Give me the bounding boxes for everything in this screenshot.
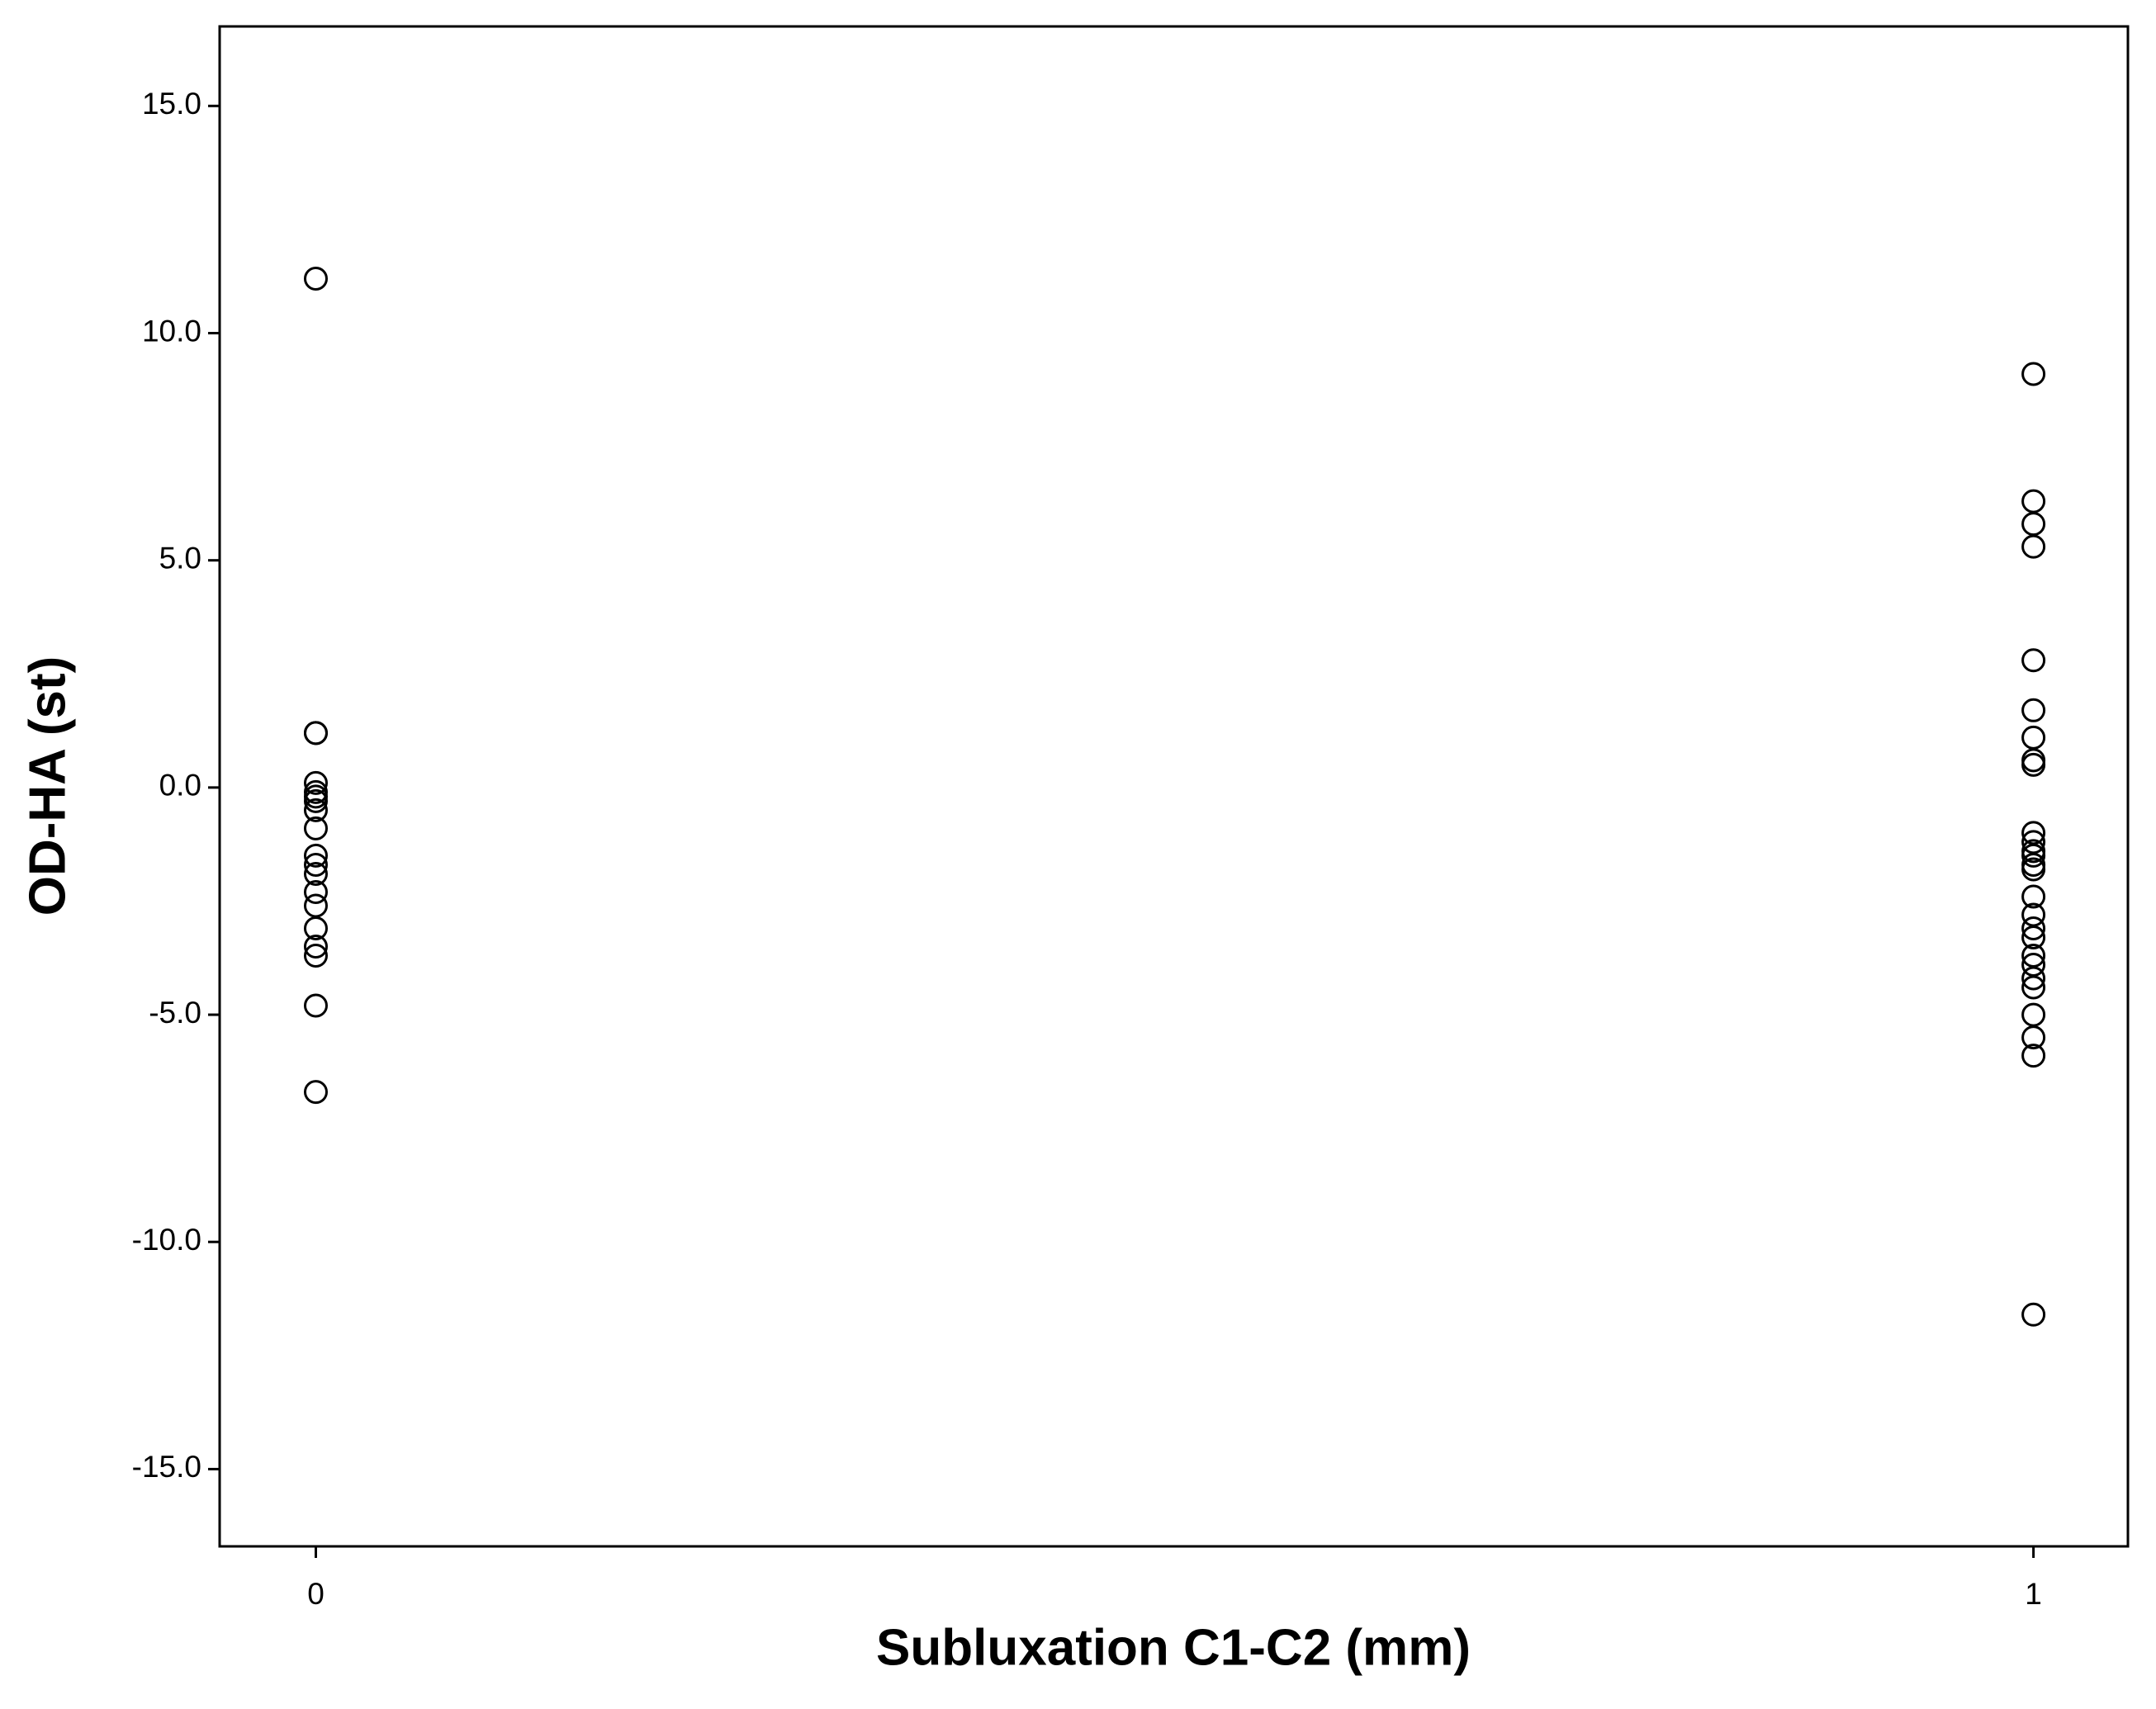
point [2021,1002,2046,1027]
y-axis-title: OD-HA (st) [19,656,76,916]
point [303,266,328,291]
point [2021,1044,2046,1068]
x-tick-label: 1 [2025,1577,2042,1611]
point [303,852,328,877]
y-tick-label: -15.0 [132,1450,201,1484]
y-tick-label: 5.0 [159,541,201,575]
point [2021,843,2046,868]
y-tick-label: -10.0 [132,1223,201,1257]
point [303,935,328,959]
point [2021,512,2046,537]
point [2021,725,2046,750]
point [2021,698,2046,722]
y-tick-label: 10.0 [142,314,201,348]
x-tick-label: 0 [307,1577,325,1611]
point [303,843,328,868]
point [2021,944,2046,968]
x-axis-title: Subluxation C1-C2 (mm) [876,1619,1471,1676]
point [303,788,328,813]
point [2021,902,2046,927]
point [303,816,328,840]
point [303,993,328,1018]
y-tick-label: 15.0 [142,87,201,121]
y-tick-label: 0.0 [159,769,201,802]
point [2021,1302,2046,1327]
point [2021,975,2046,1000]
point [2021,534,2046,559]
point [2021,966,2046,991]
point [2021,857,2046,882]
point [2021,821,2046,845]
point [303,770,328,795]
point [303,916,328,940]
point [303,944,328,968]
point [2021,916,2046,940]
point [303,893,328,918]
point [2021,830,2046,854]
plot-frame [218,25,2130,1548]
point [2021,925,2046,949]
point [2021,884,2046,909]
point [2021,489,2046,514]
point [303,798,328,822]
point [2021,953,2046,978]
point [2021,648,2046,673]
point [2021,752,2046,777]
point [2021,362,2046,386]
y-tick-label: -5.0 [149,996,201,1030]
point [303,1080,328,1105]
point [303,861,328,886]
point [2021,1025,2046,1050]
point [303,879,328,904]
point [303,721,328,746]
